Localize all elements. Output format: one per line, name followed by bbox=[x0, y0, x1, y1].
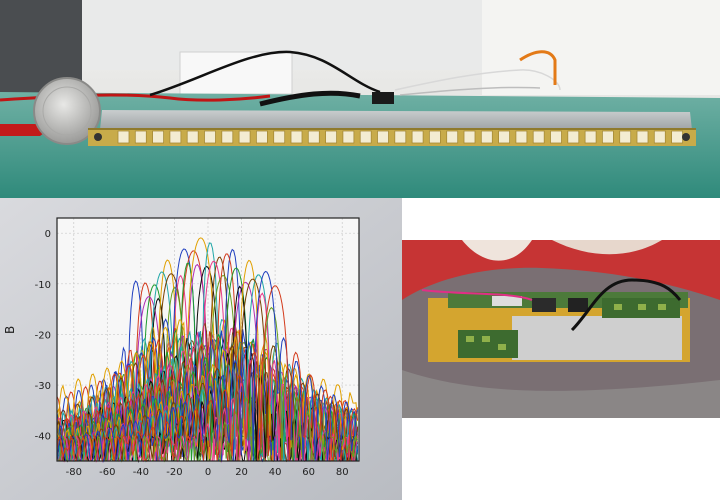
antenna-pad bbox=[290, 130, 303, 144]
antenna-pad bbox=[325, 130, 338, 144]
y-axis-label: B bbox=[3, 326, 17, 334]
y-tick-label: -20 bbox=[35, 330, 51, 341]
antenna-pad bbox=[653, 130, 666, 144]
x-tick-label: -20 bbox=[166, 467, 182, 478]
antenna-pad bbox=[377, 130, 389, 144]
antenna-array-photo bbox=[0, 0, 720, 198]
x-tick-label: 80 bbox=[336, 467, 349, 478]
antenna-pad bbox=[342, 130, 355, 144]
antenna-pad bbox=[446, 130, 459, 144]
beam-pattern-line bbox=[56, 270, 358, 463]
antenna-pad bbox=[134, 130, 147, 144]
antenna-pad bbox=[463, 130, 476, 144]
x-tick-label: -40 bbox=[133, 467, 149, 478]
antenna-pad bbox=[169, 130, 182, 144]
antenna-pad bbox=[619, 130, 632, 144]
antenna-pad bbox=[428, 130, 441, 144]
radiation-pattern-plot-photo: -80 -60 -40 -20 0 20 40 60 80 0 -10 -20 -30 -40 B bbox=[0, 198, 402, 500]
antenna-pad bbox=[480, 130, 493, 144]
antenna-pad bbox=[255, 130, 268, 144]
y-tick-label: -10 bbox=[35, 280, 51, 291]
y-tick-label: -30 bbox=[35, 381, 51, 392]
antenna-pad bbox=[550, 130, 562, 144]
beam-pattern-line bbox=[56, 260, 358, 463]
antenna-pad bbox=[186, 130, 199, 144]
antenna-pad bbox=[584, 130, 597, 144]
antenna-pad bbox=[498, 130, 511, 144]
antenna-pad bbox=[152, 130, 165, 144]
antenna-pad bbox=[515, 130, 528, 144]
antenna-pad bbox=[602, 130, 614, 144]
antenna-pad bbox=[359, 130, 372, 144]
antenna-pad bbox=[636, 130, 649, 144]
plot-frame bbox=[56, 217, 360, 462]
antenna-pad bbox=[532, 130, 545, 144]
antenna-pad bbox=[671, 130, 683, 144]
antenna-pad bbox=[221, 130, 234, 144]
antenna-pad bbox=[273, 130, 286, 144]
beam-pattern-line bbox=[57, 306, 358, 463]
x-tick-label: 60 bbox=[302, 467, 315, 478]
antenna-pad bbox=[204, 130, 216, 144]
antenna-pad bbox=[117, 130, 130, 144]
beam-pattern-line bbox=[56, 285, 358, 463]
y-tick-label: 0 bbox=[45, 229, 51, 240]
y-tick-label: -40 bbox=[35, 432, 51, 443]
antenna-pad bbox=[567, 130, 580, 144]
x-tick-label: 40 bbox=[269, 467, 282, 478]
rf-module-photo bbox=[402, 240, 720, 418]
antenna-pad bbox=[307, 130, 320, 144]
plot-series-group bbox=[56, 237, 358, 463]
x-tick-label: -60 bbox=[99, 467, 115, 478]
x-tick-label: 0 bbox=[205, 467, 211, 478]
x-tick-label: -80 bbox=[66, 467, 82, 478]
x-tick-label: 20 bbox=[235, 467, 248, 478]
antenna-pad bbox=[411, 130, 424, 144]
antenna-pad bbox=[394, 130, 407, 144]
antenna-pad bbox=[238, 130, 251, 144]
